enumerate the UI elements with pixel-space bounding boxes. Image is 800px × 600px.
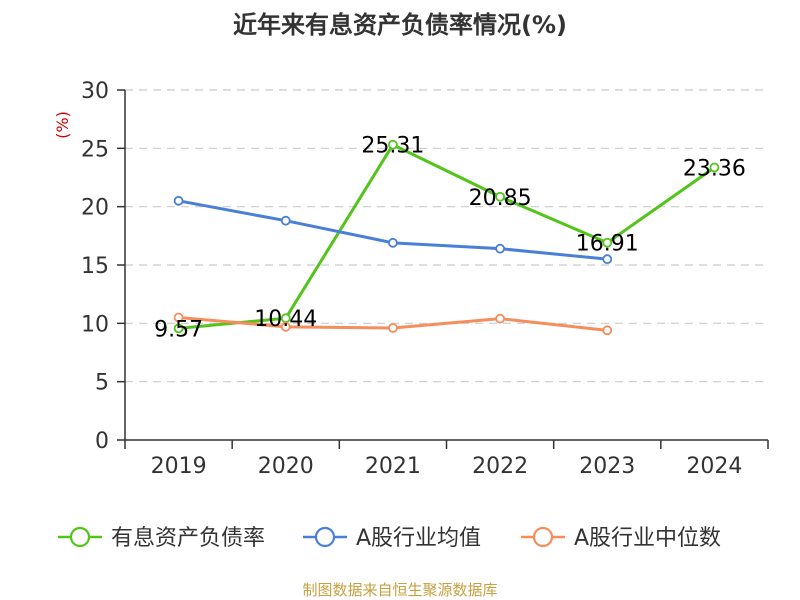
x-tick-label: 2022 (472, 454, 528, 479)
legend: 有息资产负债率 A股行业均值 A股行业中位数 (58, 526, 721, 551)
x-tick-label: 2019 (151, 454, 207, 479)
data-label: 23.36 (683, 156, 746, 181)
y-axis-unit: (%) (53, 111, 72, 139)
chart-title: 近年来有息资产负债率情况(%) (233, 11, 567, 39)
data-point (495, 313, 505, 324)
x-tick-label: 2023 (579, 454, 635, 479)
data-point (602, 325, 613, 336)
series-points (173, 139, 720, 336)
legend-label: 有息资产负债率 (111, 526, 265, 551)
legend-label: A股行业中位数 (574, 526, 721, 551)
data-label: 16.91 (576, 232, 639, 257)
data-point (388, 139, 398, 150)
axes: 0 5 10 15 20 25 30 2019 2020 2021 2022 2023 2024 (81, 79, 769, 479)
y-tick-label: 10 (81, 312, 109, 337)
data-point (388, 323, 398, 333)
data-point (173, 312, 184, 323)
x-tick-label: 2024 (686, 454, 742, 479)
y-tick-label: 30 (81, 79, 109, 104)
y-tick-label: 25 (81, 137, 109, 162)
x-tick-label: 2020 (258, 454, 314, 479)
data-point (173, 323, 184, 334)
data-point (709, 162, 720, 173)
legend-marker (314, 526, 336, 548)
data-point (602, 254, 613, 265)
data-point (388, 237, 398, 248)
data-point (602, 237, 613, 248)
data-label: 25.31 (361, 134, 424, 159)
data-labels: 9.57 10.44 25.31 20.85 16.91 23.36 (154, 134, 746, 343)
data-point (280, 215, 291, 226)
series-line-0 (178, 143, 716, 330)
source-note: 制图数据来自恒生聚源数据库 (302, 581, 497, 599)
gridlines (125, 89, 768, 383)
data-point (173, 195, 184, 206)
data-label: 9.57 (154, 317, 203, 342)
data-point (495, 191, 505, 202)
legend-marker (532, 526, 554, 548)
data-point (495, 243, 505, 254)
data-label: 10.44 (254, 307, 317, 332)
data-label: 20.85 (469, 186, 532, 211)
y-tick-label: 20 (81, 196, 109, 221)
series-line-1 (178, 199, 608, 261)
data-point (280, 321, 291, 332)
y-tick-label: 0 (95, 429, 109, 454)
legend-marker (69, 526, 91, 548)
x-tick-label: 2021 (365, 454, 421, 479)
y-tick-label: 5 (95, 371, 109, 396)
y-tick-label: 15 (81, 254, 109, 279)
legend-label: A股行业均值 (356, 526, 481, 551)
